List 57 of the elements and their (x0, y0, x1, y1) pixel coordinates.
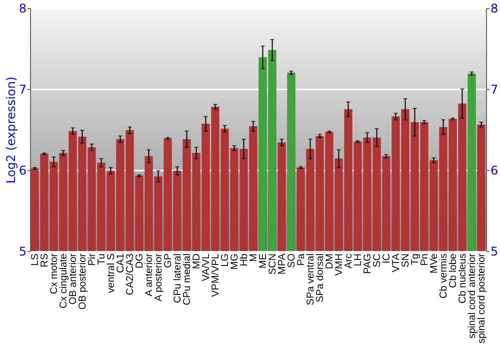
x-tick-label: LH (352, 254, 364, 266)
x-tick-label: A anterior (144, 252, 155, 296)
x-tick-label: Arc (343, 254, 354, 268)
y-tick-label: 7 (18, 82, 26, 96)
x-tick-label: IC (381, 254, 392, 264)
y-tick-label: 6 (18, 164, 26, 178)
y2-tick-label: 8 (490, 2, 498, 16)
x-tick-label: A posterior (153, 252, 164, 302)
x-tick-label: SC (372, 254, 383, 268)
x-tick-label: Cb lobe (448, 253, 459, 288)
x-tick-label: ventral S (106, 253, 117, 293)
x-tick-label: MG (229, 253, 240, 270)
x-tick-label: Cb nucleus (457, 254, 468, 304)
x-tick-label: MVe (428, 253, 440, 274)
x-tick-label: VPM/VPL (210, 253, 222, 297)
x-tick-label: LS (30, 253, 41, 266)
x-tick-label: CPu medial (182, 254, 193, 306)
x-tick-label: OB posterior (77, 252, 88, 310)
x-tick-label: VTA (390, 253, 402, 272)
x-tick-label: MD (191, 254, 202, 270)
x-tick-label: CA2/CA3 (124, 253, 136, 296)
x-tick-label: GP (162, 253, 174, 268)
x-tick-label: Pa (296, 253, 307, 266)
x-tick-label: Pn (419, 254, 430, 266)
x-tick-label: LG (220, 253, 231, 267)
x-tick-label: CPu lateral (172, 254, 184, 303)
x-tick-label: RS (39, 253, 50, 268)
y2-tick-label: 6 (490, 164, 498, 178)
x-tick-label: Cx cingulate (58, 253, 70, 309)
x-tick-label: SO (286, 253, 298, 268)
x-tick-label: M (248, 254, 260, 262)
x-tick-label: SCN (267, 254, 278, 275)
x-tick-label: OB anterior (68, 252, 79, 305)
y-tick-label: 5 (18, 244, 26, 258)
x-tick-label: Tg (410, 254, 421, 266)
y-tick-label: 8 (18, 2, 26, 16)
x-tick-label: spinal cord posterior (476, 252, 488, 344)
x-tick-label: SPa dorsal (314, 254, 326, 302)
x-tick-label: Cb vermis (438, 254, 450, 299)
x-tick-label: MPA (276, 253, 288, 274)
x-tick-label: Cx motor (48, 252, 60, 294)
x-tick-label: PAG (362, 253, 374, 274)
x-tick-label: SN (400, 254, 412, 268)
y2-tick-label: 5 (490, 244, 498, 258)
x-tick-label: VA/VL (200, 253, 212, 282)
x-tick-label: SPa ventral (305, 254, 316, 306)
y-axis-title: Log2 (expression) (4, 76, 18, 184)
x-tick-label: VMH (334, 254, 345, 276)
x-tick-label: DG (134, 253, 146, 268)
y2-tick-label: 7 (490, 82, 498, 96)
x-tick-label: CA1 (115, 253, 126, 273)
x-tick-label: DM (324, 254, 336, 270)
x-tick-label: Pir (86, 252, 98, 266)
x-tick-label: Tu (96, 254, 108, 265)
x-tick-label: Hb (238, 253, 250, 266)
x-tick-label: ME (258, 253, 269, 268)
x-tick-label: spinal cord anterior (466, 252, 478, 339)
